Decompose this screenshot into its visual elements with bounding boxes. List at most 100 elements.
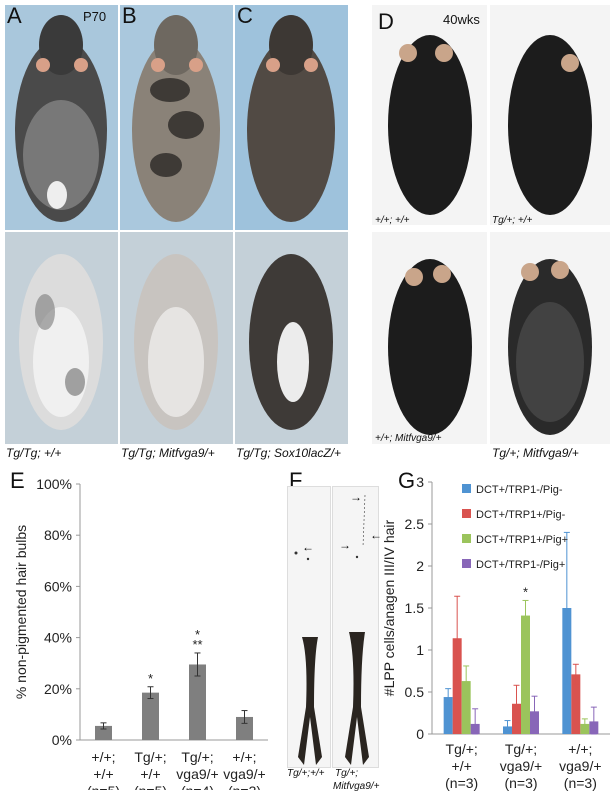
panel-d-photo-2 [490,5,610,225]
chart-g-legend-swatch [462,534,471,543]
panel-c-caption: Tg/Tg; Sox10lacZ/+ [236,446,342,460]
chart-e: 0% 20% 40% 60% 80% 100% % non-pigmented hair b… [13,476,268,790]
mouse-d-3 [388,259,472,435]
hair-follicle-left [294,551,322,765]
mouse-ventral-b [134,254,218,430]
panel-d-age-label: 40wks [443,12,480,27]
panel-f-hair-left [287,486,331,768]
chart-g-bar [461,681,471,734]
panel-c-letter: C [237,3,253,28]
chart-g-bar [571,674,581,734]
chart-g-y-tick-label: 0.5 [405,684,425,700]
panel-g-letter: G [398,468,416,493]
panel-d-caption-1: +/+; +/+ [375,215,410,226]
chart-e-x-label-line1: Tg/+; [181,749,213,765]
chart-g-bar [521,615,530,734]
panel-d-letter: D [378,9,394,34]
chart-g-legend-swatch [462,484,471,493]
chart-g-legend-label: DCT+/TRP1+/Pig- [476,509,566,521]
chart-e-x-label-line3: (n=5) [134,783,167,790]
chart-g-y-tick-label: 2 [416,558,424,574]
panel-d-caption-3: +/+; Mitfvga9/+ [375,433,442,444]
chart-e-x-label-line2: +/+ [93,766,113,782]
chart-g-x-label-line1: Tg/+; [505,741,537,757]
chart-g-y-axis-label: #LPP cells/anagen III/IV hair [381,519,397,696]
panel-c-dorsal-photo [235,5,348,230]
chart-e-bar [142,692,159,740]
panel-d-caption-4: Tg/+; Mitfvga9/+ [492,446,579,460]
chart-g-x-label-line1: Tg/+; [446,741,478,757]
panel-f-arrow-right-2: → [339,538,351,552]
chart-g-x-label-line2: +/+ [452,758,472,774]
panel-f-caption-right-2: Mitfvga9/+ [333,781,380,792]
mouse-ventral-a [19,254,103,430]
hair-follicle-right [345,494,369,765]
chart-e-y-tick-label: 0% [52,732,72,748]
chart-e-y-tick-label: 60% [44,578,72,594]
panel-d-caption-2: Tg/+; +/+ [492,215,533,226]
mouse-dorsal-a [15,15,107,222]
chart-g-legend-swatch [462,509,471,518]
chart-g-bar [443,697,453,734]
chart-e-y-tick-label: 40% [44,630,72,646]
chart-g-x-label-line2: vga9/+ [559,758,601,774]
chart-e-x-label-line2: vga9/+ [223,766,265,782]
mouse-dorsal-c [247,15,335,222]
mouse-d-1 [388,35,472,215]
panel-b-dorsal-photo [120,5,233,230]
chart-g: 0 0.5 1 1.5 2 2.5 3 #LPP cells/anagen III/IV ha… [381,474,610,791]
chart-e-y-tick-label: 100% [36,476,72,492]
panel-d-photo-3 [372,232,487,444]
panel-f-hair-right [332,486,379,768]
mouse-ventral-c [249,254,333,430]
chart-e-bar [236,716,253,740]
panel-f-arrow-right-3: ← [370,528,382,542]
panel-c-ventral-photo [235,232,348,444]
chart-e-x-label-line2: +/+ [140,766,160,782]
panel-b-letter: B [122,3,137,28]
chart-e-x-label-line1: +/+; [232,749,256,765]
chart-e-x-label-line1: Tg/+; [134,749,166,765]
panel-b-ventral-photo [120,232,233,444]
chart-g-legend-swatch [462,559,471,568]
chart-g-y-tick-label: 3 [416,474,424,490]
chart-e-x-label-line2: vga9/+ [176,766,218,782]
panel-a-age-label: P70 [83,9,107,24]
mouse-d-2 [508,35,592,215]
chart-e-significance: ** [192,637,202,652]
panel-a-letter: A [7,3,22,28]
chart-g-bar [452,638,462,734]
panel-b-caption: Tg/Tg; Mitfvga9/+ [121,446,215,460]
chart-e-x-label-line3: (n=5) [87,783,120,790]
chart-e-x-label-line3: (n=4) [181,783,214,790]
panel-a-ventral-photo [5,232,118,444]
mouse-d-4 [508,259,592,435]
panel-f-arrow-right-1: → [350,490,362,504]
panel-a-caption: Tg/Tg; +/+ [6,446,62,460]
chart-g-y-tick-label: 1.5 [405,600,425,616]
chart-e-x-label-line1: +/+; [91,749,115,765]
panel-f-arrow-left: ← [302,540,314,554]
chart-g-y-tick-label: 1 [416,642,424,658]
chart-e-significance: * [195,627,200,642]
chart-e-significance: * [148,671,153,686]
chart-g-x-label-line3: (n=3) [504,775,537,791]
mouse-dorsal-b [132,15,220,222]
chart-e-bar [189,664,206,740]
panel-a-dorsal-photo [5,5,118,230]
chart-e-y-tick-label: 80% [44,527,72,543]
chart-e-bar [95,725,112,740]
panel-d-photo-1 [372,5,487,225]
panel-e-letter: E [10,468,25,493]
chart-e-y-tick-label: 20% [44,681,72,697]
chart-g-significance: * [523,584,528,599]
chart-g-y-tick-label: 0 [416,726,424,742]
chart-g-legend-label: DCT+/TRP1-/Pig+ [476,559,565,571]
panel-f-caption-left: Tg/+;+/+ [287,768,325,779]
chart-g-x-label-line3: (n=3) [564,775,597,791]
chart-e-y-axis-label: % non-pigmented hair bulbs [13,525,29,699]
chart-g-legend-label: DCT+/TRP1-/Pig- [476,484,563,496]
chart-e-x-label-line3: (n=3) [228,783,261,790]
panel-f-caption-right-1: Tg/+; [335,768,359,779]
chart-g-x-label-line1: +/+; [568,741,592,757]
